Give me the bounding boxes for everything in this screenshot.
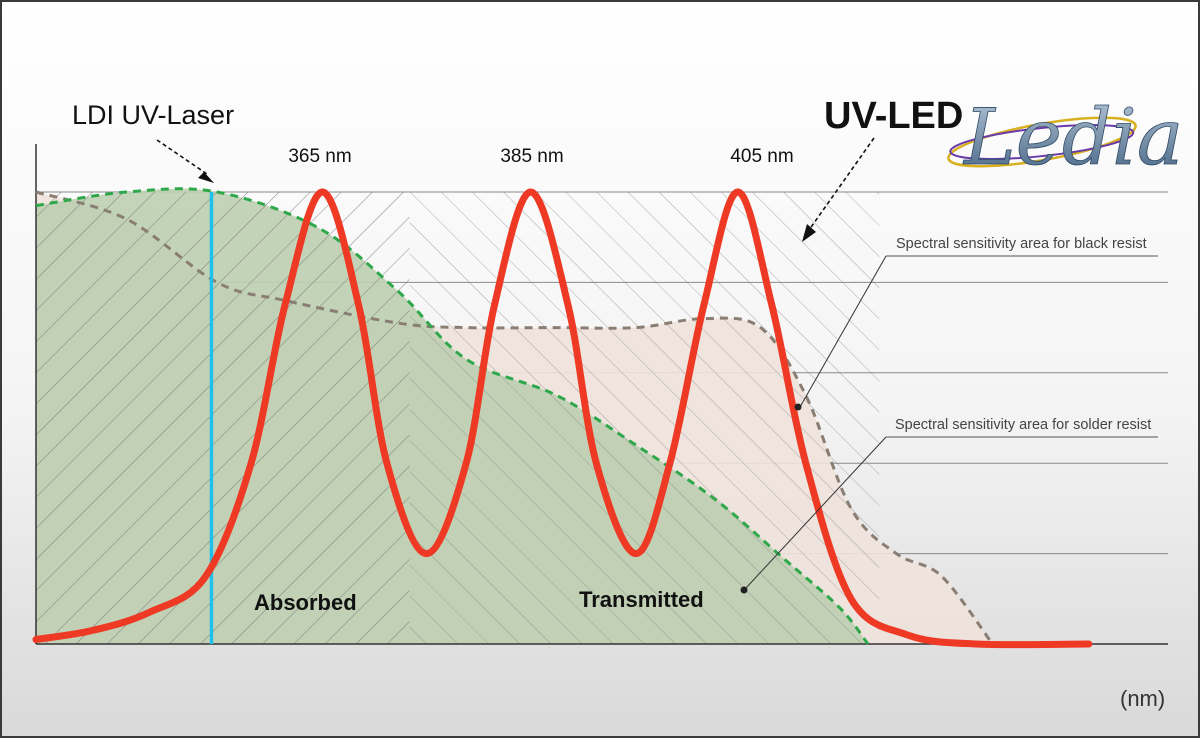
uv-led-pointer-line (808, 137, 875, 231)
peak-label-405: 405 nm (730, 146, 793, 167)
black-resist-label: Spectral sensitivity area for black resi… (896, 236, 1147, 252)
series-lines (32, 187, 1093, 649)
black-resist-curve (35, 190, 994, 645)
black-resist-dot (794, 403, 802, 411)
x-unit-label: (nm) (1120, 686, 1165, 711)
uv-led-curve (32, 188, 1093, 649)
ledia-logo: Ledia (947, 93, 1184, 183)
annotations (156, 137, 1158, 594)
black-resist-leader (799, 255, 887, 408)
solder-resist-leader (745, 436, 887, 589)
uv-led-label: UV-LED (824, 95, 963, 137)
hatch-areas (36, 192, 880, 644)
logo-text: Ledia (962, 93, 1183, 183)
hatch-region-left (36, 192, 410, 644)
solder-resist-curve (35, 187, 870, 645)
solder-resist-dot (740, 586, 748, 594)
chart-text: 365 nm 385 nm 405 nm LDI UV-Laser UV-LED… (72, 95, 1165, 711)
solder-resist-label: Spectral sensitivity area for solder res… (895, 417, 1151, 433)
peak-label-365: 365 nm (288, 146, 351, 167)
hatch-region-right (409, 192, 880, 644)
absorbed-label: Absorbed (254, 590, 357, 615)
uv-led-pointer-arrow (802, 224, 816, 242)
laser-pointer-arrow (198, 172, 214, 183)
peak-label-385: 385 nm (500, 146, 563, 167)
laser-label: LDI UV-Laser (72, 100, 234, 130)
laser-pointer-line (156, 139, 208, 175)
transmitted-label: Transmitted (579, 587, 704, 612)
